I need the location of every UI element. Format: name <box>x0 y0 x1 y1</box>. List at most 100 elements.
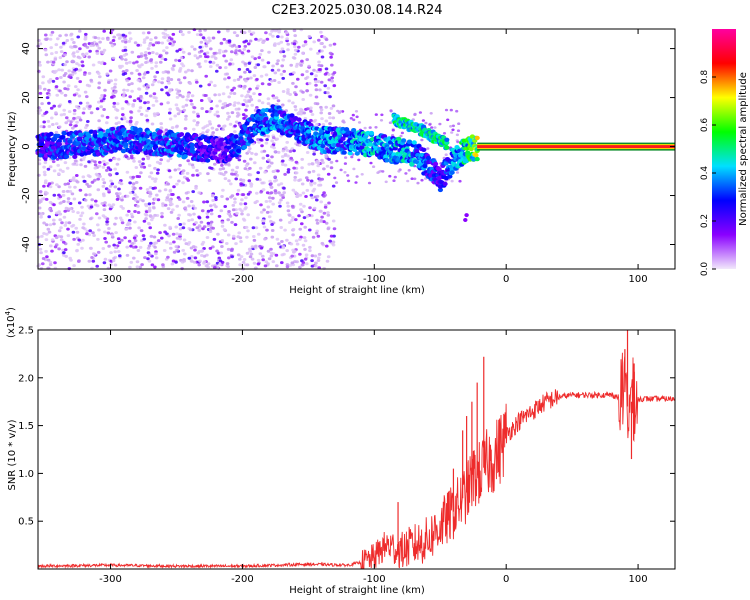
y-tick-label: 20 <box>21 91 32 104</box>
noise-dot <box>237 231 241 235</box>
noise-dot <box>178 68 182 72</box>
ridge-point <box>296 117 302 122</box>
noise-dot <box>187 204 191 208</box>
noise-dot <box>227 115 231 119</box>
noise-dot <box>57 247 61 251</box>
noise-dot <box>184 117 188 121</box>
noise-dot <box>275 264 279 268</box>
noise-dot <box>221 92 226 96</box>
noise-dot <box>367 181 372 185</box>
noise-dot <box>46 227 51 231</box>
noise-dot <box>316 256 321 260</box>
noise-dot <box>281 58 286 62</box>
noise-dot <box>264 141 269 145</box>
noise-dot <box>334 181 339 184</box>
noise-dot <box>176 217 180 220</box>
noise-dot <box>226 111 230 115</box>
noise-dot <box>240 51 245 55</box>
noise-dot <box>291 101 295 105</box>
noise-dot <box>233 130 237 134</box>
noise-dot <box>101 165 106 169</box>
noise-dot <box>209 212 214 216</box>
noise-dot <box>179 56 184 60</box>
noise-dot <box>285 263 290 267</box>
noise-dot <box>243 44 248 48</box>
noise-dot <box>183 127 188 130</box>
noise-dot <box>53 261 57 265</box>
noise-dot <box>291 216 295 220</box>
noise-dot <box>178 163 182 167</box>
noise-dot <box>153 75 157 79</box>
noise-dot <box>63 87 67 91</box>
noise-dot <box>219 251 223 255</box>
noise-dot <box>244 108 248 112</box>
noise-dot <box>421 119 425 122</box>
ridge-point <box>289 113 295 118</box>
noise-dot <box>253 161 257 165</box>
noise-dot <box>293 178 297 182</box>
noise-dot <box>333 176 337 180</box>
noise-dot <box>232 234 236 238</box>
noise-dot <box>234 49 238 53</box>
noise-dot <box>331 104 336 108</box>
noise-dot <box>136 204 140 208</box>
y-tick-label: -20 <box>21 187 32 203</box>
noise-dot <box>255 106 259 109</box>
noise-dot <box>72 93 77 97</box>
noise-dot <box>105 222 109 226</box>
noise-dot <box>102 261 107 265</box>
noise-dot <box>74 45 78 49</box>
noise-dot <box>100 94 104 97</box>
noise-dot <box>113 222 117 226</box>
noise-dot <box>222 37 227 41</box>
noise-dot <box>123 40 128 44</box>
noise-dot <box>215 110 220 114</box>
noise-dot <box>244 164 249 168</box>
noise-dot <box>299 235 303 239</box>
ridge-point <box>368 130 375 136</box>
noise-dot <box>240 209 244 213</box>
noise-dot <box>120 57 124 61</box>
noise-dot <box>319 200 324 204</box>
noise-dot <box>102 29 106 33</box>
noise-dot <box>457 122 461 125</box>
noise-dot <box>235 192 240 196</box>
noise-dot <box>128 175 133 179</box>
noise-dot <box>63 63 67 67</box>
noise-dot <box>128 265 132 269</box>
noise-dot <box>319 219 323 223</box>
ridge-point <box>422 163 428 169</box>
noise-dot <box>298 252 302 256</box>
noise-dot <box>202 261 206 265</box>
noise-dot <box>175 49 179 53</box>
noise-dot <box>195 56 200 60</box>
noise-dot <box>206 221 211 225</box>
noise-dot <box>194 221 198 225</box>
noise-dot <box>160 211 164 215</box>
noise-dot <box>191 165 196 169</box>
noise-dot <box>319 209 323 213</box>
noise-dot <box>102 160 106 163</box>
noise-dot <box>168 189 173 193</box>
colorbar-tick-label: 0.0 <box>700 262 710 277</box>
noise-dot <box>43 48 48 52</box>
noise-dot <box>285 37 289 41</box>
noise-dot <box>94 199 98 203</box>
noise-dot <box>128 181 132 185</box>
noise-dot <box>272 169 276 173</box>
noise-dot <box>317 60 321 64</box>
noise-dot <box>324 153 328 157</box>
noise-dot <box>47 93 52 97</box>
noise-dot <box>324 119 329 123</box>
noise-dot <box>97 100 101 104</box>
noise-dot <box>44 249 48 253</box>
noise-dot <box>256 258 261 262</box>
noise-dot <box>181 33 185 37</box>
noise-dot <box>322 194 326 198</box>
noise-dot <box>277 242 281 246</box>
noise-dot <box>279 40 284 44</box>
noise-dot <box>315 198 319 202</box>
noise-dot <box>38 84 42 88</box>
ridge-point <box>97 137 103 142</box>
noise-dot <box>243 84 247 88</box>
